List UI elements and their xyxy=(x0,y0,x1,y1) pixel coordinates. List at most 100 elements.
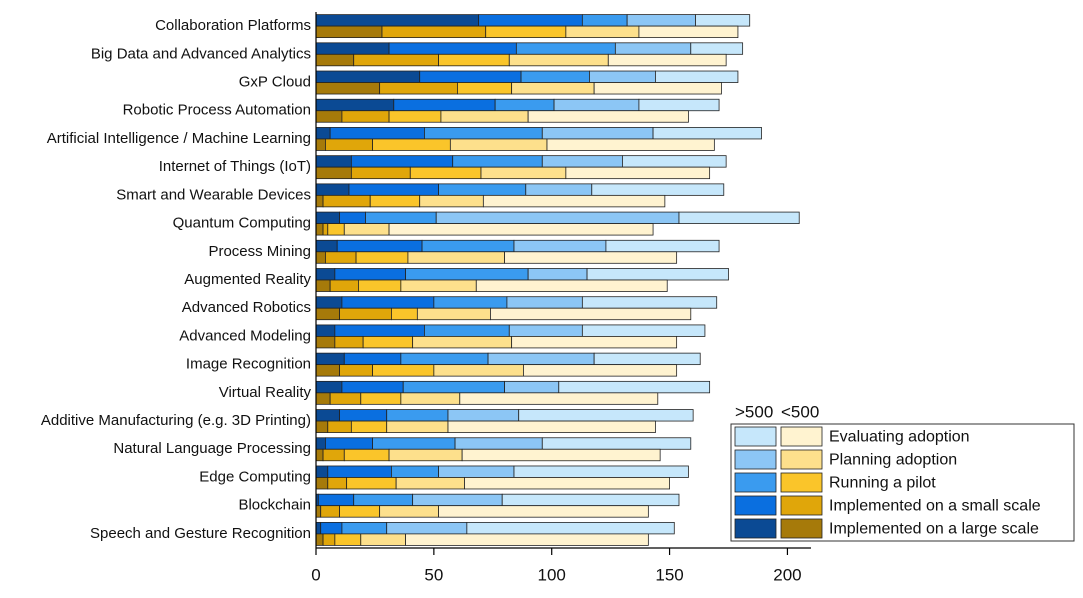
bar-segment xyxy=(605,239,720,253)
category-label: Augmented Reality xyxy=(184,271,311,288)
bar-segment xyxy=(400,279,477,292)
bar-segment xyxy=(508,324,583,337)
bar-segment xyxy=(339,307,392,321)
bar-segment xyxy=(400,392,461,405)
bar-segment xyxy=(329,279,359,292)
bar-segment xyxy=(438,505,649,518)
bar-segment xyxy=(322,223,329,236)
bar-segment xyxy=(412,336,513,349)
bar-segment xyxy=(447,420,656,433)
legend-swatch xyxy=(780,449,823,470)
x-tick-label: 100 xyxy=(538,565,566,584)
category-label: Speech and Gesture Recognition xyxy=(90,525,311,542)
bar-segment xyxy=(447,409,520,422)
bar-segment xyxy=(678,211,800,224)
bar-segment xyxy=(407,251,505,264)
bar-segment xyxy=(334,268,406,281)
bar-segment xyxy=(315,364,340,377)
bar-segment xyxy=(315,53,355,67)
bar-segment xyxy=(391,307,418,321)
bar-segment xyxy=(315,166,352,180)
bar-segment xyxy=(546,138,715,151)
bar-segment xyxy=(433,296,508,309)
bar-segment xyxy=(388,110,442,123)
bar-segment xyxy=(435,211,680,224)
bar-segment xyxy=(315,420,329,433)
bar-segment xyxy=(513,465,689,478)
bar-segment xyxy=(315,223,324,236)
bar-segment xyxy=(440,110,529,123)
bar-segment xyxy=(315,42,390,55)
bar-segment xyxy=(386,409,449,422)
bar-segment xyxy=(315,352,345,366)
bar-segment xyxy=(607,53,727,67)
bar-segment xyxy=(638,98,720,112)
legend-label: Implemented on a large scale xyxy=(829,521,1039,538)
bar-segment xyxy=(315,533,324,546)
legend-label: Evaluating adoption xyxy=(829,429,970,446)
bar-segment xyxy=(581,14,628,27)
bar-segment xyxy=(369,194,421,208)
bar-segment xyxy=(511,336,678,349)
bar-segment xyxy=(372,138,451,151)
category-label: Collaboration Platforms xyxy=(155,17,311,34)
bar-segment xyxy=(565,25,640,39)
bar-segment xyxy=(315,505,322,518)
x-tick-label: 200 xyxy=(773,565,801,584)
x-tick-label: 150 xyxy=(655,565,683,584)
category-label: Advanced Robotics xyxy=(182,299,311,316)
category-label: Process Mining xyxy=(208,243,311,260)
bar-segment xyxy=(402,380,505,394)
bar-segment xyxy=(490,307,692,321)
bar-segment xyxy=(511,82,595,95)
bar-segment xyxy=(419,70,522,83)
bar-segment xyxy=(315,437,326,450)
bar-segment xyxy=(438,465,515,478)
bar-segment xyxy=(327,477,348,490)
category-label: Big Data and Advanced Analytics xyxy=(91,45,311,62)
bar-segment xyxy=(315,392,331,405)
bar-segment xyxy=(388,223,654,236)
bar-segment xyxy=(315,307,340,321)
category-label: Additive Manufacturing (e.g. 3D Printing… xyxy=(41,412,311,429)
bar-segment xyxy=(412,493,503,507)
legend-swatch xyxy=(734,472,777,493)
legend-swatch xyxy=(780,495,823,516)
bar-segment xyxy=(329,392,362,405)
legend-swatch xyxy=(780,426,823,447)
bar-segment xyxy=(622,155,727,168)
bar-segment xyxy=(386,521,468,535)
bar-segment xyxy=(438,53,510,67)
bar-segment xyxy=(334,533,362,546)
category-label: Artificial Intelligence / Machine Learni… xyxy=(47,130,311,147)
bar-segment xyxy=(315,239,338,253)
bar-segment xyxy=(464,477,670,490)
category-label: Smart and Wearable Devices xyxy=(116,186,311,203)
bar-segment xyxy=(339,409,388,422)
bar-segment xyxy=(655,70,739,83)
bar-segment xyxy=(388,42,517,55)
bar-segment xyxy=(614,42,692,55)
bar-segment xyxy=(315,70,421,83)
bar-segment xyxy=(327,223,345,236)
bar-segment xyxy=(487,352,595,366)
bar-segment xyxy=(315,25,383,39)
category-label: Internet of Things (IoT) xyxy=(159,158,311,175)
bar-segment xyxy=(480,166,567,180)
bar-segment xyxy=(315,336,336,349)
bar-segment xyxy=(591,183,725,196)
bar-segment xyxy=(343,223,390,236)
bar-segment xyxy=(527,110,689,123)
bar-segment xyxy=(541,127,654,140)
bar-segment xyxy=(334,324,425,337)
bar-segment xyxy=(322,194,371,208)
bar-segment xyxy=(421,239,515,253)
bar-segment xyxy=(339,505,381,518)
bar-segment xyxy=(315,251,326,264)
bar-segment xyxy=(315,155,352,168)
bar-segment xyxy=(315,127,331,140)
bar-segment xyxy=(372,364,435,377)
bar-segment xyxy=(626,14,696,27)
legend-swatch xyxy=(780,518,823,539)
bar-segment xyxy=(348,183,439,196)
